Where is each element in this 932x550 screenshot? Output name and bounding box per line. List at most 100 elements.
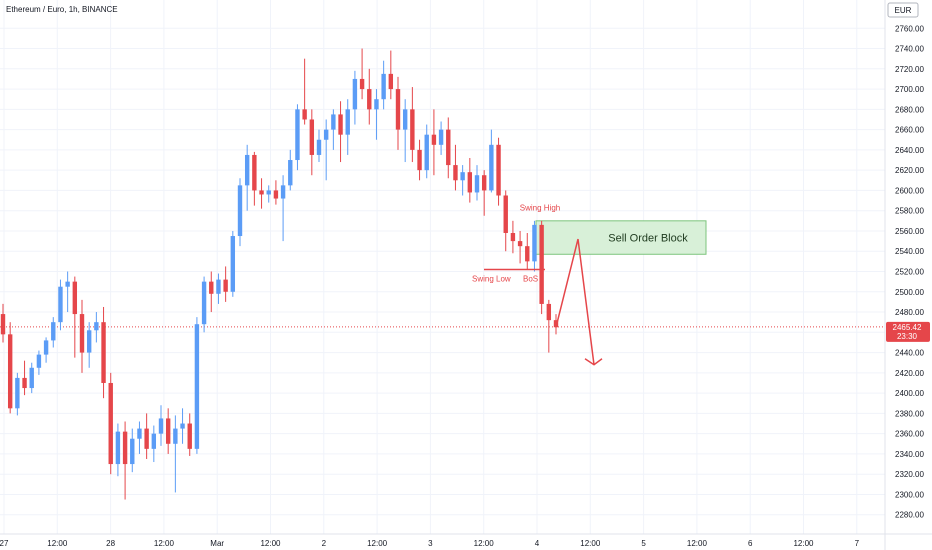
- price-axis[interactable]: 2280.00 2300.00 2320.00 2340.00 2360.00 2380.…: [895, 24, 924, 519]
- candle-body: [496, 144, 501, 196]
- time-tick-label: 12:00: [474, 539, 495, 548]
- candle-body: [417, 149, 422, 171]
- time-tick-label: 12:00: [47, 539, 68, 548]
- candle-body: [525, 246, 530, 262]
- sell-order-block[interactable]: [535, 220, 707, 255]
- candle-body: [94, 322, 99, 331]
- price-tick-label: 2600.00: [895, 186, 924, 195]
- candle-body: [108, 382, 113, 465]
- projected-path-arrow: [555, 238, 595, 365]
- candle-body: [194, 324, 200, 449]
- price-tick-label: 2700.00: [895, 85, 924, 94]
- candle-body: [29, 367, 34, 389]
- candle-body: [15, 377, 20, 409]
- candle-body: [86, 330, 92, 353]
- candle-body: [51, 322, 56, 341]
- candle-body: [302, 109, 307, 120]
- candle-body: [424, 134, 429, 171]
- candle-body: [395, 89, 401, 130]
- candle-body: [489, 144, 494, 191]
- time-tick-label: 5: [641, 539, 646, 548]
- price-tick-label: 2740.00: [895, 45, 924, 54]
- price-tick-label: 2300.00: [895, 490, 924, 499]
- candle-body: [165, 418, 171, 444]
- price-tick-label: 2720.00: [895, 65, 924, 74]
- price-tick-label: 2580.00: [895, 207, 924, 216]
- price-tick-label: 2280.00: [895, 511, 924, 520]
- candle-body: [359, 78, 365, 90]
- candle-body: [374, 99, 379, 110]
- candle-body: [481, 175, 487, 191]
- price-tick-label: 2360.00: [895, 430, 924, 439]
- candle-body: [517, 241, 523, 247]
- candle-body: [367, 89, 372, 110]
- arrow-head-icon: [584, 358, 603, 366]
- swing-high-label: Swing High: [520, 204, 560, 213]
- time-tick-label: 12:00: [580, 539, 601, 548]
- candle-body: [467, 172, 473, 193]
- candle-body: [244, 154, 250, 186]
- candle-body: [209, 281, 214, 294]
- time-tick-label: 12:00: [367, 539, 388, 548]
- candle-body: [130, 438, 135, 465]
- time-tick-label: 12:00: [687, 539, 708, 548]
- candle-body: [431, 134, 437, 145]
- price-tick-label: 2400.00: [895, 389, 924, 398]
- candle-body: [539, 224, 544, 304]
- candle-body: [288, 160, 293, 186]
- time-tick-label: 4: [535, 539, 540, 548]
- candle-body: [323, 129, 329, 140]
- currency-label: EUR: [895, 6, 912, 15]
- candle-body: [280, 185, 286, 199]
- candle-body: [259, 190, 264, 195]
- time-tick-label: 7: [855, 539, 860, 548]
- candle-body: [158, 418, 164, 434]
- candle-body: [252, 154, 257, 191]
- price-tick-label: 2640.00: [895, 146, 924, 155]
- candle-body: [7, 334, 13, 409]
- candle-body: [43, 340, 49, 355]
- currency-box[interactable]: [887, 2, 919, 18]
- candle-body: [65, 281, 70, 287]
- candle-body: [151, 433, 157, 449]
- candle-body: [22, 377, 27, 389]
- candle-body: [345, 109, 350, 135]
- time-tick-label: Mar: [210, 539, 224, 548]
- candle-body: [201, 281, 207, 325]
- time-tick-label: 12:00: [260, 539, 281, 548]
- time-axis[interactable]: 27 12:00 28 12:00 Mar 12:00 2 12:00 3 12:00 4 12:00…: [0, 539, 860, 548]
- price-tick-label: 2660.00: [895, 126, 924, 135]
- time-tick-label: 28: [106, 539, 115, 548]
- candle-body: [237, 185, 243, 237]
- candle-body: [410, 109, 415, 150]
- bos-label: BoS: [523, 275, 538, 284]
- candle-body: [532, 224, 537, 262]
- candle-body: [223, 279, 228, 292]
- price-tick-label: 2380.00: [895, 409, 924, 418]
- price-tick-label: 2560.00: [895, 227, 924, 236]
- candle-body: [338, 114, 343, 135]
- time-tick-label: 12:00: [154, 539, 175, 548]
- candle-body: [230, 236, 236, 292]
- chart-grid: [0, 0, 885, 534]
- candle-body: [309, 119, 315, 155]
- time-tick-label: 12:00: [793, 539, 814, 548]
- candle-body: [453, 165, 458, 181]
- price-tick-label: 2500.00: [895, 288, 924, 297]
- candle-body: [122, 431, 128, 465]
- candle-body: [173, 428, 178, 444]
- candles: [0, 48, 559, 500]
- candle-body: [474, 175, 480, 193]
- price-tick-label: 2440.00: [895, 349, 924, 358]
- candle-body: [460, 172, 465, 181]
- candle-body: [438, 129, 444, 145]
- candle-body: [510, 232, 516, 242]
- price-tick-label: 2760.00: [895, 24, 924, 33]
- candle-body: [137, 428, 142, 439]
- price-tick-label: 2420.00: [895, 369, 924, 378]
- symbol-title[interactable]: Ethereum / Euro, 1h, BINANCE: [6, 5, 118, 14]
- time-tick-label: 6: [748, 539, 753, 548]
- time-tick-label: 27: [0, 539, 9, 548]
- price-tick-label: 2320.00: [895, 470, 924, 479]
